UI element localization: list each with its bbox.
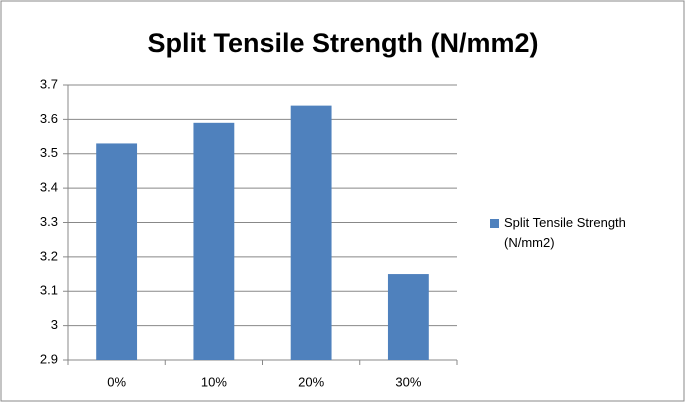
bar <box>193 122 235 360</box>
x-tick-label: 20% <box>298 374 324 389</box>
bar <box>96 143 138 360</box>
x-tick-label: 0% <box>107 374 126 389</box>
y-tick-label: 3.3 <box>40 214 58 229</box>
y-tick-label: 3.6 <box>40 111 58 126</box>
chart-title: Split Tensile Strength (N/mm2) <box>147 28 538 58</box>
x-tick-label: 10% <box>201 374 227 389</box>
y-tick-label: 3.5 <box>40 145 58 160</box>
y-tick-label: 3.1 <box>40 283 58 298</box>
legend: Split Tensile Strength (N/mm2) <box>490 213 660 253</box>
bar <box>290 105 332 360</box>
y-tick-label: 3.2 <box>40 248 58 263</box>
y-tick-label: 3 <box>51 317 58 332</box>
bar <box>387 274 429 360</box>
legend-label: Split Tensile Strength (N/mm2) <box>504 215 626 250</box>
y-tick-label: 3.7 <box>40 76 58 91</box>
y-tick-label: 2.9 <box>40 351 58 366</box>
y-tick-label: 3.4 <box>40 180 58 195</box>
legend-swatch <box>490 219 499 228</box>
x-tick-label: 30% <box>395 374 421 389</box>
